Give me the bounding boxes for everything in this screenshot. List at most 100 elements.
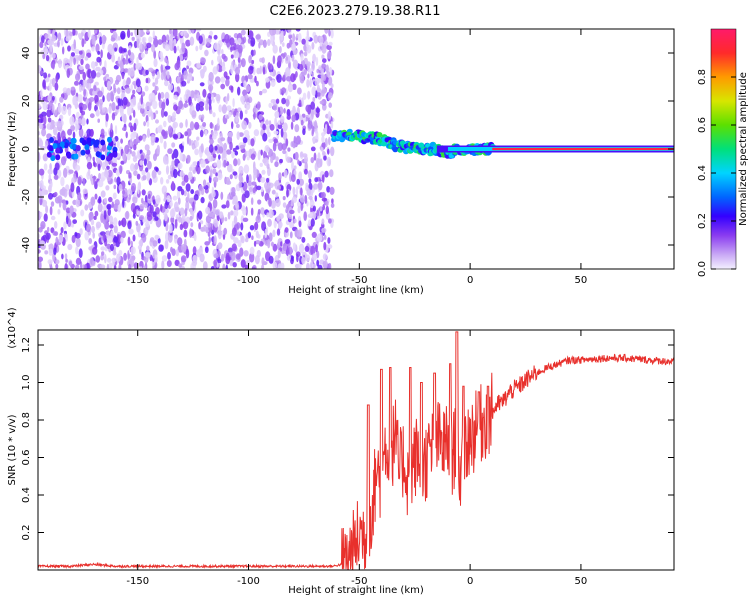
heatmap-cell	[202, 88, 207, 98]
heatmap-cell	[287, 147, 291, 152]
heatmap-cell	[107, 169, 113, 178]
heatmap-cell	[94, 94, 99, 103]
heatmap-cell	[94, 81, 99, 86]
heatmap-cell	[163, 111, 168, 117]
heatmap-cell	[304, 245, 310, 252]
heatmap-cell	[176, 76, 181, 84]
heatmap-cell	[225, 180, 232, 185]
heatmap-cell	[95, 43, 100, 53]
heatmap-cell	[268, 102, 273, 109]
heatmap-cell	[294, 124, 300, 133]
heatmap-cell	[123, 252, 127, 261]
heatmap-cell	[244, 264, 249, 269]
heatmap-cell	[314, 195, 317, 202]
heatmap-cell	[112, 251, 117, 256]
heatmap-cell	[223, 227, 228, 235]
heatmap-cell	[166, 71, 170, 80]
heatmap-cell	[59, 96, 64, 103]
heatmap-cell	[55, 147, 61, 154]
heatmap-cell	[217, 49, 221, 55]
heatmap-cell	[237, 240, 242, 248]
heatmap-cell	[125, 87, 131, 94]
heatmap-cell	[111, 29, 117, 32]
heatmap-cell	[270, 35, 274, 45]
heatmap-cell	[160, 64, 163, 74]
heatmap-cell	[147, 160, 152, 170]
heatmap-cell	[120, 30, 126, 40]
heatmap-cell	[227, 93, 230, 102]
heatmap-cell	[133, 144, 137, 151]
heatmap-cell	[70, 86, 76, 91]
heatmap-cell	[275, 192, 279, 198]
heatmap-cell	[291, 174, 296, 183]
heatmap-cell	[328, 77, 332, 85]
heatmap-cell	[97, 163, 101, 171]
heatmap-cell	[296, 178, 301, 185]
heatmap-cell	[321, 197, 328, 202]
heatmap-cell	[264, 228, 268, 239]
heatmap-cell	[131, 36, 135, 41]
heatmap-cell	[205, 215, 212, 224]
x-tick-label: -50	[351, 275, 367, 286]
heatmap-cell	[280, 241, 283, 247]
y-tick-label: 1.2	[21, 337, 32, 353]
heatmap-cell	[177, 186, 183, 192]
heatmap-cell	[294, 151, 299, 161]
heatmap-cell	[178, 100, 184, 109]
heatmap-cell	[172, 29, 178, 37]
heatmap-cell	[205, 206, 211, 215]
heatmap-cell	[211, 59, 214, 66]
heatmap-cell	[153, 153, 157, 161]
heatmap-cell	[220, 83, 226, 90]
heatmap-cell	[100, 139, 106, 146]
heatmap-cell	[92, 232, 95, 239]
heatmap-cell	[136, 38, 140, 49]
y-tick-label: 0.2	[21, 525, 32, 541]
heatmap-cell	[195, 45, 199, 52]
heatmap-cell	[198, 35, 203, 44]
heatmap-cell	[69, 205, 74, 215]
heatmap-cell	[322, 150, 326, 156]
heatmap-cell	[227, 131, 233, 138]
heatmap-cell	[73, 57, 76, 65]
heatmap-cell	[113, 83, 116, 92]
heatmap-cell	[154, 234, 160, 240]
heatmap-cell	[40, 221, 46, 230]
heatmap-cell	[276, 185, 282, 190]
heatmap-cell	[274, 111, 280, 119]
heatmap-cell	[174, 201, 179, 212]
heatmap-cell	[148, 36, 153, 43]
heatmap-cell	[315, 56, 319, 66]
heatmap-cell	[110, 37, 116, 42]
heatmap-cell	[89, 113, 95, 119]
heatmap-cell	[138, 135, 143, 141]
heatmap-cell	[286, 115, 291, 120]
heatmap-cell	[144, 222, 150, 227]
heatmap-cell	[192, 144, 195, 150]
heatmap-cell	[308, 178, 312, 184]
heatmap-cell	[282, 202, 287, 208]
heatmap-cell	[55, 74, 59, 83]
heatmap-cell	[265, 77, 270, 83]
heatmap-cell	[292, 41, 296, 51]
heatmap-cell	[250, 138, 255, 147]
heatmap-cell	[190, 222, 194, 228]
heatmap-cell	[96, 56, 102, 63]
heatmap-cell	[282, 131, 288, 141]
heatmap-cell	[199, 69, 206, 75]
heatmap-cell	[272, 261, 278, 269]
heatmap-cell	[70, 52, 75, 57]
heatmap-cell	[144, 194, 148, 203]
heatmap-cell	[171, 153, 175, 160]
heatmap-cell	[160, 204, 163, 212]
heatmap-cell	[186, 60, 192, 67]
heatmap-cell	[283, 52, 287, 57]
heatmap-cell	[114, 79, 120, 85]
heatmap-cell	[108, 215, 114, 223]
heatmap-cell	[291, 160, 294, 171]
heatmap-cell	[164, 80, 169, 87]
heatmap-cell	[93, 175, 96, 186]
heatmap-cell	[121, 217, 127, 228]
heatmap-cell	[118, 263, 122, 269]
heatmap-cell	[64, 263, 68, 269]
